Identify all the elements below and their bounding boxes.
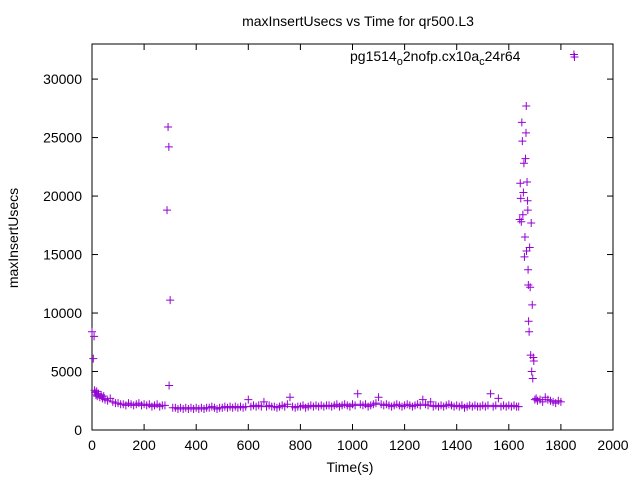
data-point	[494, 394, 503, 403]
data-point	[556, 397, 565, 406]
legend-label-mid: 2nofp.cx10a	[403, 48, 479, 64]
data-point	[166, 296, 175, 305]
data-point	[519, 188, 528, 197]
y-tick-label: 10000	[43, 305, 82, 321]
legend-label-end: 24r64	[485, 48, 521, 64]
data-point	[524, 317, 533, 326]
data-point	[525, 327, 534, 336]
x-tick-label: 800	[289, 437, 313, 453]
series-points	[88, 50, 578, 413]
data-point	[520, 233, 529, 241]
data-point	[524, 265, 533, 274]
data-point	[529, 356, 538, 365]
data-point	[486, 389, 495, 398]
legend-label: pg1514o2nofp.cx10ac24r64	[350, 48, 521, 68]
data-point	[514, 402, 523, 411]
data-point	[523, 206, 532, 215]
data-point	[426, 397, 435, 406]
data-point	[519, 159, 528, 168]
data-point	[527, 218, 536, 227]
x-tick-label: 2000	[597, 437, 628, 453]
x-tick-label: 0	[88, 437, 96, 453]
x-tick-label: 600	[237, 437, 261, 453]
y-tick-label: 15000	[43, 247, 82, 263]
legend-label-main: pg1514	[350, 48, 397, 64]
x-tick-label: 400	[185, 437, 209, 453]
x-tick-label: 1000	[337, 437, 368, 453]
data-point	[99, 392, 108, 401]
data-point	[285, 393, 294, 402]
data-point	[353, 389, 362, 398]
data-point	[569, 50, 578, 59]
data-point	[483, 401, 492, 410]
x-axis-label: Time(s)	[327, 459, 374, 475]
data-point	[516, 179, 525, 188]
y-axis: 0 5000 10000 15000 20000 25000 30000	[43, 71, 613, 438]
y-tick-label: 20000	[43, 188, 82, 204]
x-tick-label: 200	[132, 437, 156, 453]
x-tick-label: 1200	[389, 437, 420, 453]
data-point	[371, 399, 380, 408]
data-point	[165, 381, 174, 390]
legend-label-sub2: c	[479, 56, 485, 68]
data-point	[522, 101, 531, 110]
data-point	[527, 367, 536, 376]
data-point	[518, 210, 527, 219]
data-point	[517, 217, 526, 226]
data-point	[516, 194, 525, 203]
y-tick-label: 0	[74, 422, 82, 438]
y-tick-label: 5000	[51, 364, 82, 380]
data-point	[163, 206, 172, 215]
data-point	[525, 243, 534, 252]
data-point	[89, 354, 98, 363]
data-point	[418, 395, 427, 404]
y-tick-label: 25000	[43, 130, 82, 146]
data-point	[520, 252, 529, 261]
x-tick-label: 1600	[493, 437, 524, 453]
data-point	[538, 397, 547, 406]
data-point	[517, 118, 526, 127]
data-point	[244, 395, 253, 404]
data-point	[374, 393, 383, 402]
data-point	[528, 300, 537, 309]
data-point	[88, 327, 96, 336]
data-point	[521, 154, 530, 163]
data-point	[283, 400, 292, 409]
data-point	[164, 142, 173, 151]
data-point	[259, 397, 268, 406]
data-point	[164, 123, 173, 132]
data-point	[518, 137, 527, 146]
y-tick-label: 30000	[43, 71, 82, 87]
chart-title: maxInsertUsecs vs Time for qr500.L3	[242, 13, 474, 29]
y-axis-label: maxInsertUsecs	[5, 188, 21, 288]
data-point	[523, 196, 532, 205]
x-axis: 0 200 400 600 800 1000 1200 1400 1600 1800 2000	[88, 44, 629, 453]
data-point	[529, 353, 538, 362]
plot-frame	[91, 43, 614, 431]
data-point	[160, 401, 169, 410]
data-point	[523, 178, 532, 187]
data-point	[351, 401, 360, 410]
data-point	[526, 283, 535, 292]
legend: pg1514o2nofp.cx10ac24r64	[350, 48, 579, 68]
x-tick-label: 1400	[441, 437, 472, 453]
data-point	[491, 401, 500, 410]
data-point	[416, 401, 425, 410]
x-tick-label: 1800	[545, 437, 576, 453]
legend-label-sub1: o	[397, 56, 403, 68]
data-point	[528, 374, 537, 383]
data-point	[521, 128, 530, 137]
data-point	[90, 332, 99, 341]
